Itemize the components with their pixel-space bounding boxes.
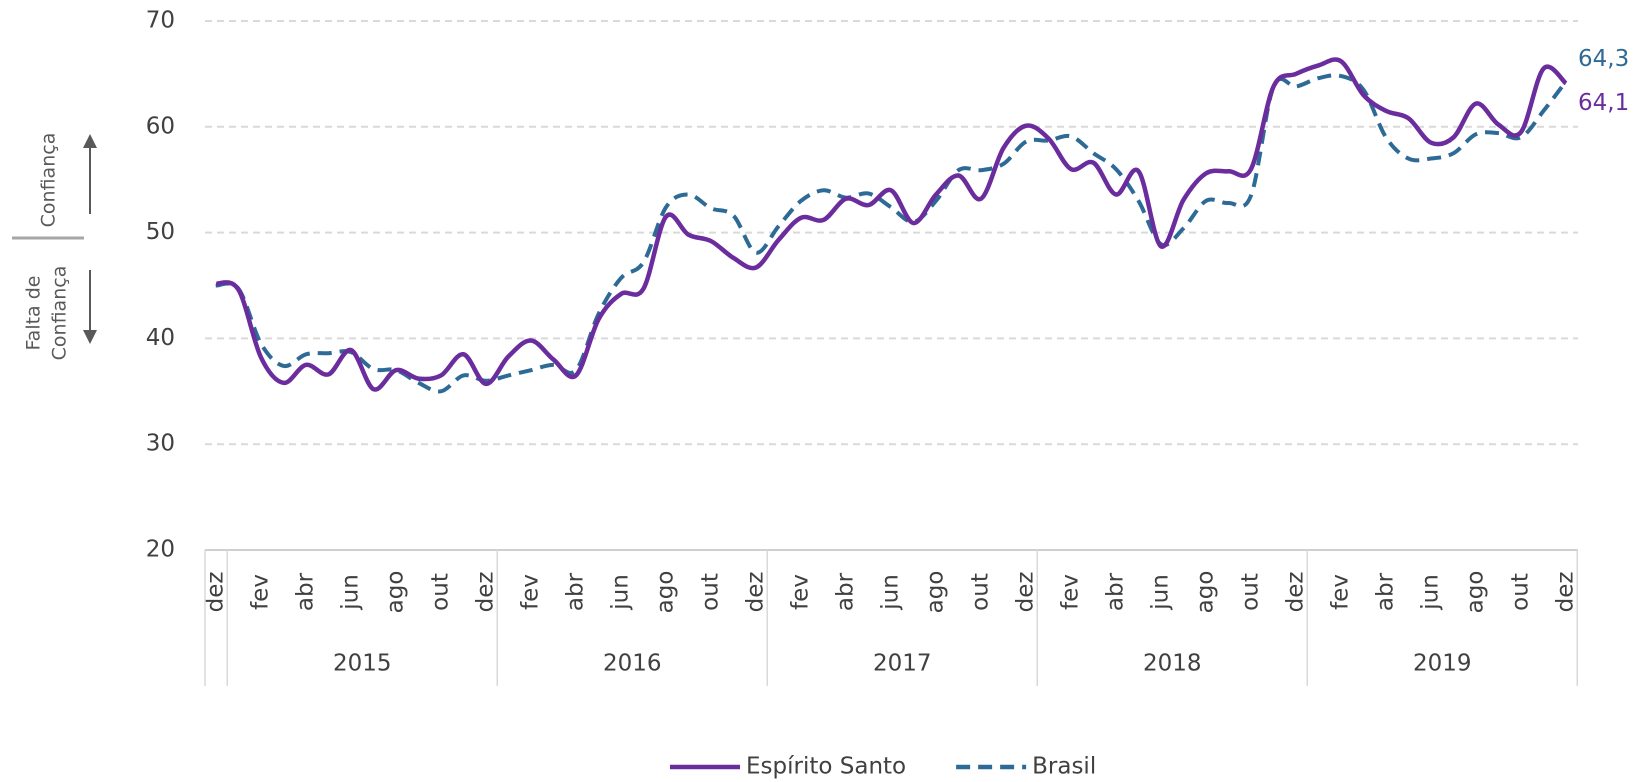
- group-label: 2015: [333, 651, 392, 677]
- y-tick-label: 60: [146, 113, 175, 139]
- x-tick-label: jun: [1148, 574, 1174, 611]
- x-tick-label: jun: [1418, 574, 1444, 611]
- x-tick-label: jun: [608, 574, 634, 611]
- legend-label: Espírito Santo: [746, 754, 906, 780]
- group-label: 2019: [1413, 651, 1472, 677]
- y-tick-label: 40: [146, 325, 175, 351]
- x-tick-label: abr: [1103, 572, 1129, 611]
- x-tick-label: out: [698, 573, 724, 611]
- x-tick-label: jun: [878, 574, 904, 611]
- x-tick-label: dez: [473, 572, 499, 613]
- y-tick-label: 50: [146, 219, 175, 245]
- y-tick-label: 70: [146, 8, 175, 34]
- series-line: [215, 57, 1568, 392]
- x-tick-label: abr: [563, 572, 589, 611]
- x-tick-label: dez: [743, 572, 769, 613]
- x-tick-label: fev: [1058, 574, 1084, 610]
- annotation: Falta de: [23, 276, 45, 351]
- x-tick-label: fev: [788, 574, 814, 610]
- data-label: 64,1: [1578, 90, 1629, 116]
- group-label: 2017: [873, 651, 932, 677]
- x-tick-label: out: [1238, 573, 1264, 611]
- group-label: 2018: [1143, 651, 1202, 677]
- x-tick-label: abr: [833, 572, 859, 611]
- series-line: [215, 73, 1568, 394]
- x-tick-label: out: [428, 573, 454, 611]
- x-tick-label: abr: [1373, 572, 1399, 611]
- x-tick-label: ago: [1193, 571, 1219, 614]
- x-tick-label: ago: [1463, 571, 1489, 614]
- data-label: 64,3: [1578, 46, 1629, 72]
- arrow-down-head: [83, 330, 97, 344]
- y-tick-label: 30: [146, 431, 175, 457]
- legend-label: Brasil: [1032, 754, 1096, 780]
- x-tick-label: dez: [1283, 572, 1309, 613]
- annotation: Confiança: [49, 266, 71, 361]
- arrow-up-head: [83, 134, 97, 148]
- x-tick-label: out: [1508, 573, 1534, 611]
- x-tick-label: abr: [293, 572, 319, 611]
- x-tick-label: fev: [518, 574, 544, 610]
- x-tick-label: ago: [923, 571, 949, 614]
- annotation: Confiança: [38, 133, 60, 228]
- x-tick-label: ago: [653, 571, 679, 614]
- x-tick-label: dez: [1553, 572, 1579, 613]
- x-tick-label: fev: [1328, 574, 1354, 610]
- x-tick-label: out: [968, 573, 994, 611]
- x-tick-label: dez: [203, 572, 229, 613]
- x-tick-label: dez: [1013, 572, 1039, 613]
- x-tick-label: fev: [248, 574, 274, 610]
- group-label: 2016: [603, 651, 662, 677]
- y-tick-label: 20: [146, 537, 175, 563]
- x-tick-label: jun: [338, 574, 364, 611]
- x-tick-label: ago: [383, 571, 409, 614]
